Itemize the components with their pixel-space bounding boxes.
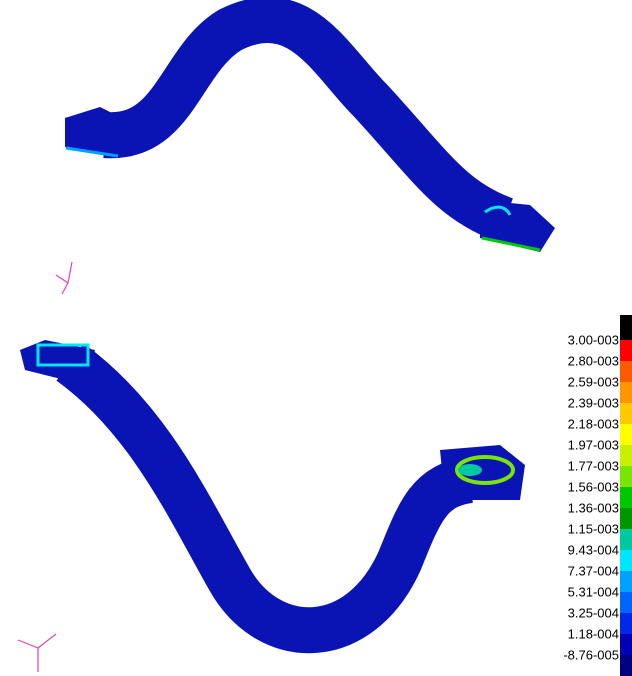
legend-label: 1.36-003 xyxy=(568,500,619,515)
legend-label: 1.18-004 xyxy=(568,626,619,641)
legend-label: 2.39-003 xyxy=(568,395,619,410)
legend: 3.00-003 2.80-003 2.59-003 2.39-003 2.18-003… xyxy=(563,315,632,676)
legend-label: 1.15-003 xyxy=(568,521,619,536)
hotspot xyxy=(458,464,482,476)
legend-swatch xyxy=(620,571,632,592)
legend-swatch xyxy=(620,424,632,445)
legend-swatch xyxy=(620,382,632,403)
legend-swatch xyxy=(620,466,632,487)
screenshot: 3.00-003 2.80-003 2.59-003 2.39-003 2.18-003… xyxy=(0,0,632,676)
legend-swatch xyxy=(620,487,632,508)
legend-label: 1.56-003 xyxy=(568,479,619,494)
legend-swatch xyxy=(620,613,632,634)
legend-label: 1.97-003 xyxy=(568,437,619,452)
top-triad xyxy=(56,262,72,294)
legend-label: 2.80-003 xyxy=(568,353,619,368)
legend-swatch xyxy=(620,592,632,613)
legend-label: 2.18-003 xyxy=(568,416,619,431)
legend-swatch xyxy=(620,655,632,676)
legend-swatch xyxy=(620,550,632,571)
legend-label: -8.76-005 xyxy=(563,647,619,662)
bottom-model xyxy=(20,340,525,630)
s-band xyxy=(105,20,505,220)
legend-label: 5.31-004 xyxy=(568,584,619,599)
legend-swatch xyxy=(620,529,632,550)
legend-swatch xyxy=(620,361,632,382)
legend-swatch xyxy=(620,315,632,340)
legend-label: 3.00-003 xyxy=(568,332,619,347)
legend-label: 2.59-003 xyxy=(568,374,619,389)
legend-swatch xyxy=(620,340,632,361)
top-model xyxy=(65,20,555,252)
legend-label: 9.43-004 xyxy=(568,542,619,557)
s-band xyxy=(70,362,470,630)
legend-swatch xyxy=(620,403,632,424)
bottom-triad xyxy=(18,634,56,672)
legend-label: 1.77-003 xyxy=(568,458,619,473)
legend-swatch xyxy=(620,445,632,466)
legend-swatch xyxy=(620,634,632,655)
legend-label: 7.37-004 xyxy=(568,563,619,578)
legend-swatch xyxy=(620,508,632,529)
viewport: 3.00-003 2.80-003 2.59-003 2.39-003 2.18-003… xyxy=(0,0,632,676)
legend-label: 3.25-004 xyxy=(568,605,619,620)
